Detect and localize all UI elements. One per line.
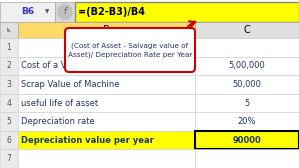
Text: 20%: 20% bbox=[238, 117, 256, 126]
Circle shape bbox=[58, 5, 72, 19]
Text: 90000: 90000 bbox=[233, 136, 261, 145]
Text: 2: 2 bbox=[7, 61, 11, 70]
Text: C: C bbox=[244, 25, 250, 35]
FancyBboxPatch shape bbox=[18, 94, 195, 112]
Text: ▼: ▼ bbox=[45, 10, 49, 14]
FancyBboxPatch shape bbox=[18, 75, 195, 94]
FancyBboxPatch shape bbox=[65, 28, 195, 72]
Text: 50,000: 50,000 bbox=[233, 80, 261, 89]
Text: useful life of asset: useful life of asset bbox=[21, 98, 98, 108]
Text: 7: 7 bbox=[7, 154, 11, 163]
FancyBboxPatch shape bbox=[18, 112, 195, 131]
FancyBboxPatch shape bbox=[0, 75, 18, 94]
Text: ◣: ◣ bbox=[7, 28, 11, 32]
Text: 1: 1 bbox=[7, 43, 11, 52]
Text: Scrap Value of Machine: Scrap Value of Machine bbox=[21, 80, 120, 89]
FancyBboxPatch shape bbox=[18, 38, 195, 57]
Text: 5: 5 bbox=[7, 117, 11, 126]
FancyBboxPatch shape bbox=[0, 57, 18, 75]
Text: =(B2-B3)/B4: =(B2-B3)/B4 bbox=[78, 7, 145, 17]
Text: B6: B6 bbox=[22, 8, 35, 16]
FancyBboxPatch shape bbox=[55, 2, 75, 22]
FancyBboxPatch shape bbox=[195, 131, 299, 149]
FancyBboxPatch shape bbox=[0, 22, 18, 38]
Text: Depreciation rate: Depreciation rate bbox=[21, 117, 95, 126]
FancyBboxPatch shape bbox=[75, 2, 299, 22]
FancyBboxPatch shape bbox=[0, 94, 18, 112]
FancyBboxPatch shape bbox=[195, 112, 299, 131]
FancyBboxPatch shape bbox=[195, 57, 299, 75]
Text: 4: 4 bbox=[7, 98, 11, 108]
Text: 3: 3 bbox=[7, 80, 11, 89]
Text: Depreciation value per year: Depreciation value per year bbox=[21, 136, 154, 145]
Text: f: f bbox=[64, 8, 66, 16]
FancyBboxPatch shape bbox=[0, 131, 18, 149]
FancyBboxPatch shape bbox=[195, 149, 299, 168]
FancyBboxPatch shape bbox=[195, 94, 299, 112]
Text: B: B bbox=[103, 25, 110, 35]
FancyBboxPatch shape bbox=[0, 2, 55, 22]
FancyBboxPatch shape bbox=[0, 149, 18, 168]
FancyBboxPatch shape bbox=[0, 38, 18, 57]
FancyBboxPatch shape bbox=[0, 112, 18, 131]
FancyBboxPatch shape bbox=[195, 75, 299, 94]
Text: 5: 5 bbox=[244, 98, 250, 108]
FancyBboxPatch shape bbox=[18, 149, 195, 168]
Text: (Cost of Asset - Salvage value of
Asset)/ Depreciation Rate per Year: (Cost of Asset - Salvage value of Asset)… bbox=[68, 42, 192, 58]
FancyBboxPatch shape bbox=[18, 22, 195, 38]
Text: 5,00,000: 5,00,000 bbox=[229, 61, 266, 70]
FancyBboxPatch shape bbox=[18, 131, 195, 149]
FancyBboxPatch shape bbox=[195, 38, 299, 57]
FancyBboxPatch shape bbox=[18, 57, 195, 75]
Text: Cost of a Vehicle: Cost of a Vehicle bbox=[21, 61, 91, 70]
Text: 6: 6 bbox=[7, 136, 11, 145]
FancyBboxPatch shape bbox=[195, 22, 299, 38]
